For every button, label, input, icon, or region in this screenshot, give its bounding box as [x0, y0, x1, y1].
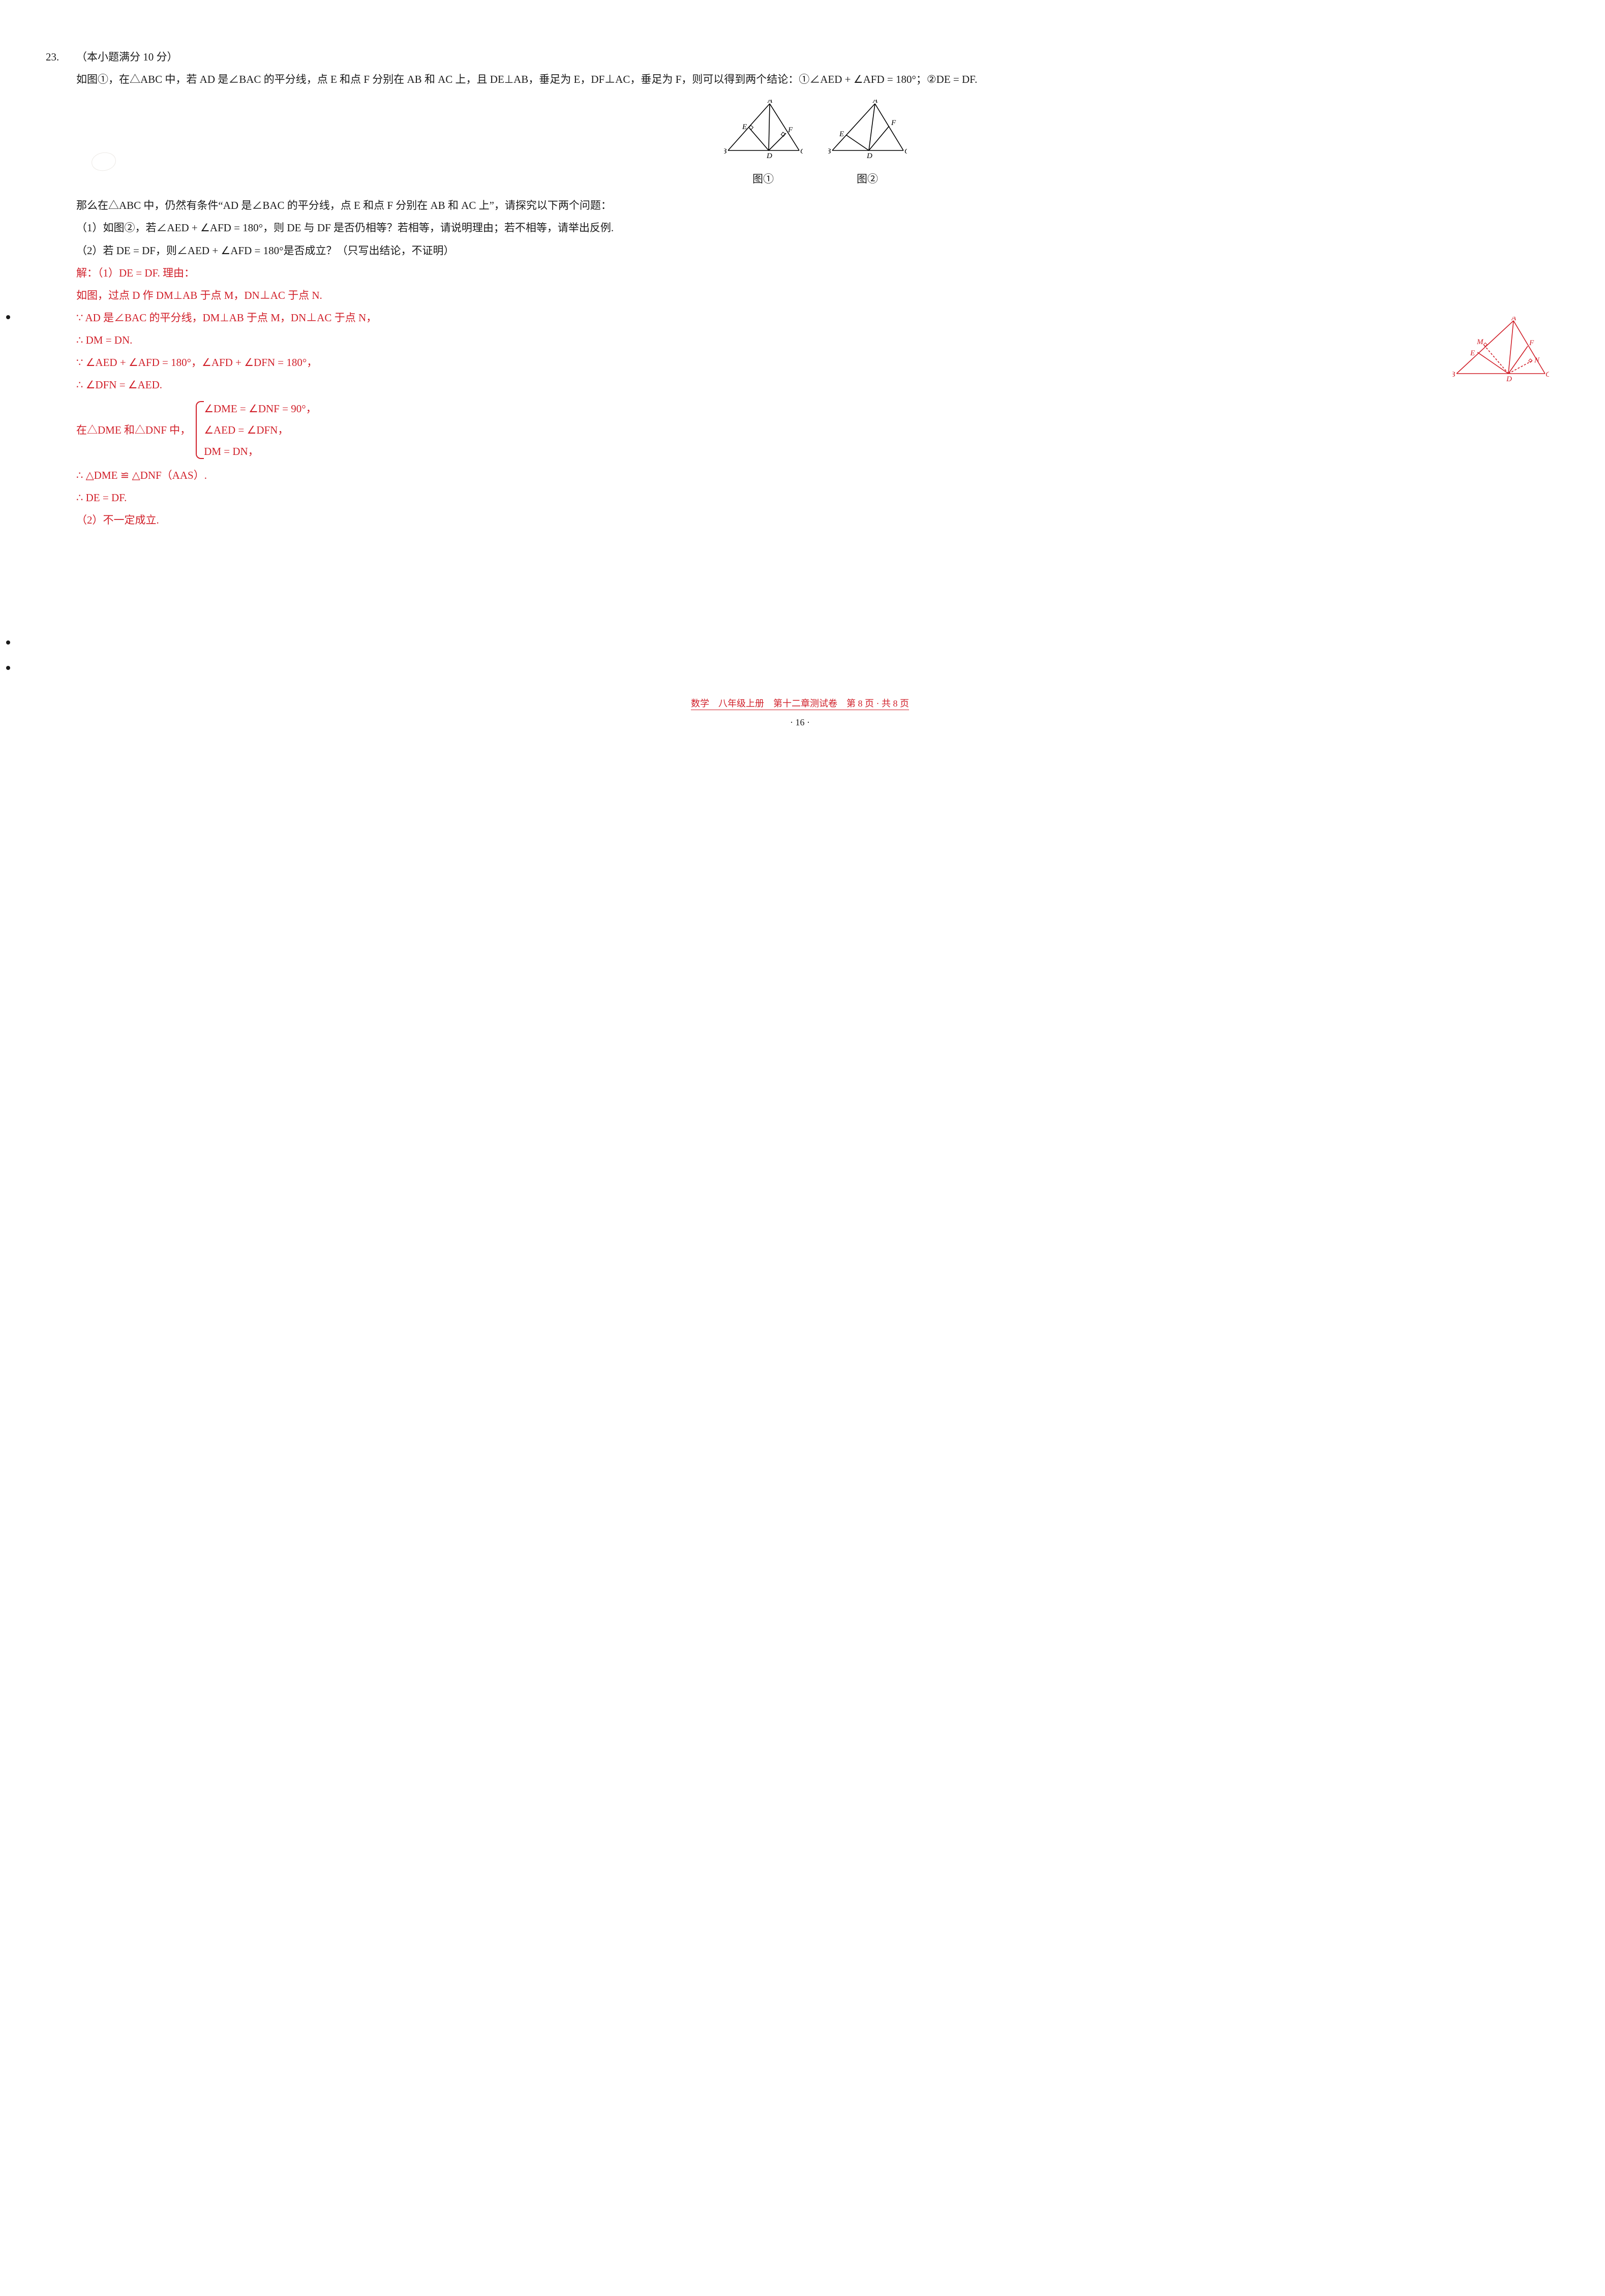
svg-text:D: D: [1506, 375, 1512, 383]
answer-line-6: ∴ ∠DFN = ∠AED.: [76, 374, 1437, 396]
svg-text:A: A: [872, 100, 878, 105]
answer-line-4: ∴ DM = DN.: [76, 329, 1437, 351]
question-sub1-text: （1）如图②，若∠AED + ∠AFD = 180°，则 DE 与 DF 是否仍…: [76, 222, 614, 234]
svg-text:E: E: [1470, 349, 1475, 357]
figure-3: A B C D EM F N: [1452, 317, 1554, 390]
question-block: 23. （本小题满分 10 分） 如图①，在△ABC 中，若 AD 是∠BAC …: [46, 46, 1554, 532]
svg-text:M: M: [1476, 338, 1484, 346]
svg-text:N: N: [1534, 356, 1540, 364]
punch-dot: [6, 666, 10, 670]
figure-3-svg: A B C D EM F N: [1452, 317, 1549, 383]
answer-system-lead: 在△DME 和△DNF 中，: [76, 419, 191, 441]
figure-1-svg: A B C D E F: [724, 100, 803, 158]
answer-line-9: ∴ DE = DF.: [76, 486, 1554, 509]
svg-text:B: B: [828, 147, 831, 156]
figure-2: A B C D E F 图②: [828, 100, 907, 190]
question-p2: 那么在△ABC 中，仍然有条件“AD 是∠BAC 的平分线，点 E 和点 F 分…: [76, 194, 1554, 217]
answer-line-5: ∵ ∠AED + ∠AFD = 180°，∠AFD + ∠DFN = 180°，: [76, 351, 1437, 374]
footer-page-number: · 16 ·: [46, 713, 1554, 732]
answer-line-10: （2）不一定成立.: [76, 509, 1554, 531]
punch-dot: [6, 315, 10, 319]
svg-text:F: F: [788, 126, 793, 134]
figure-1-label: 图①: [724, 168, 803, 190]
page-footer: 数学 八年级上册 第十二章测试卷 第 8 页 · 共 8 页 · 16 ·: [46, 694, 1554, 733]
answer-line-1: 解：（1）DE = DF. 理由：: [76, 262, 1554, 284]
question-sub2: （2）若 DE = DF，则∠AED + ∠AFD = 180°是否成立？（只写…: [76, 239, 1554, 262]
svg-text:A: A: [767, 100, 773, 105]
svg-text:E: E: [839, 130, 844, 138]
system-line-3: DM = DN，: [204, 441, 316, 462]
svg-text:E: E: [742, 123, 747, 131]
figures-row: A B C D E F 图① A B C D E F 图②: [76, 100, 1554, 190]
svg-text:C: C: [904, 147, 907, 156]
answer-line-3: ∵ AD 是∠BAC 的平分线，DM⊥AB 于点 M，DN⊥AC 于点 N，: [76, 307, 1437, 329]
question-points: （本小题满分 10 分）: [76, 46, 1554, 68]
svg-text:D: D: [766, 152, 772, 158]
svg-text:B: B: [1452, 371, 1455, 379]
answer-system: 在△DME 和△DNF 中， ∠DME = ∠DNF = 90°， ∠AED =…: [76, 398, 1554, 462]
svg-text:F: F: [891, 119, 896, 127]
system-line-2: ∠AED = ∠DFN，: [204, 419, 316, 441]
answer-line-8: ∴ △DME ≌ △DNF（AAS）.: [76, 464, 1554, 486]
figure-2-svg: A B C D E F: [828, 100, 907, 158]
question-number: 23.: [46, 46, 76, 532]
question-sub1: （1）如图②，若∠AED + ∠AFD = 180°，则 DE 与 DF 是否仍…: [76, 217, 1554, 239]
footer-red-line: 数学 八年级上册 第十二章测试卷 第 8 页 · 共 8 页: [46, 694, 1554, 714]
answer-line-2: 如图，过点 D 作 DM⊥AB 于点 M，DN⊥AC 于点 N.: [76, 284, 1554, 307]
svg-text:B: B: [724, 147, 726, 156]
system-line-1: ∠DME = ∠DNF = 90°，: [204, 398, 316, 419]
figure-2-label: 图②: [828, 168, 907, 190]
svg-text:F: F: [1529, 339, 1534, 347]
figure-1: A B C D E F 图①: [724, 100, 803, 190]
svg-text:C: C: [800, 147, 803, 156]
question-p1: 如图①，在△ABC 中，若 AD 是∠BAC 的平分线，点 E 和点 F 分别在…: [76, 68, 1554, 90]
svg-text:D: D: [866, 152, 872, 158]
punch-dot: [6, 640, 10, 645]
svg-text:A: A: [1511, 317, 1517, 322]
svg-text:C: C: [1546, 371, 1549, 379]
